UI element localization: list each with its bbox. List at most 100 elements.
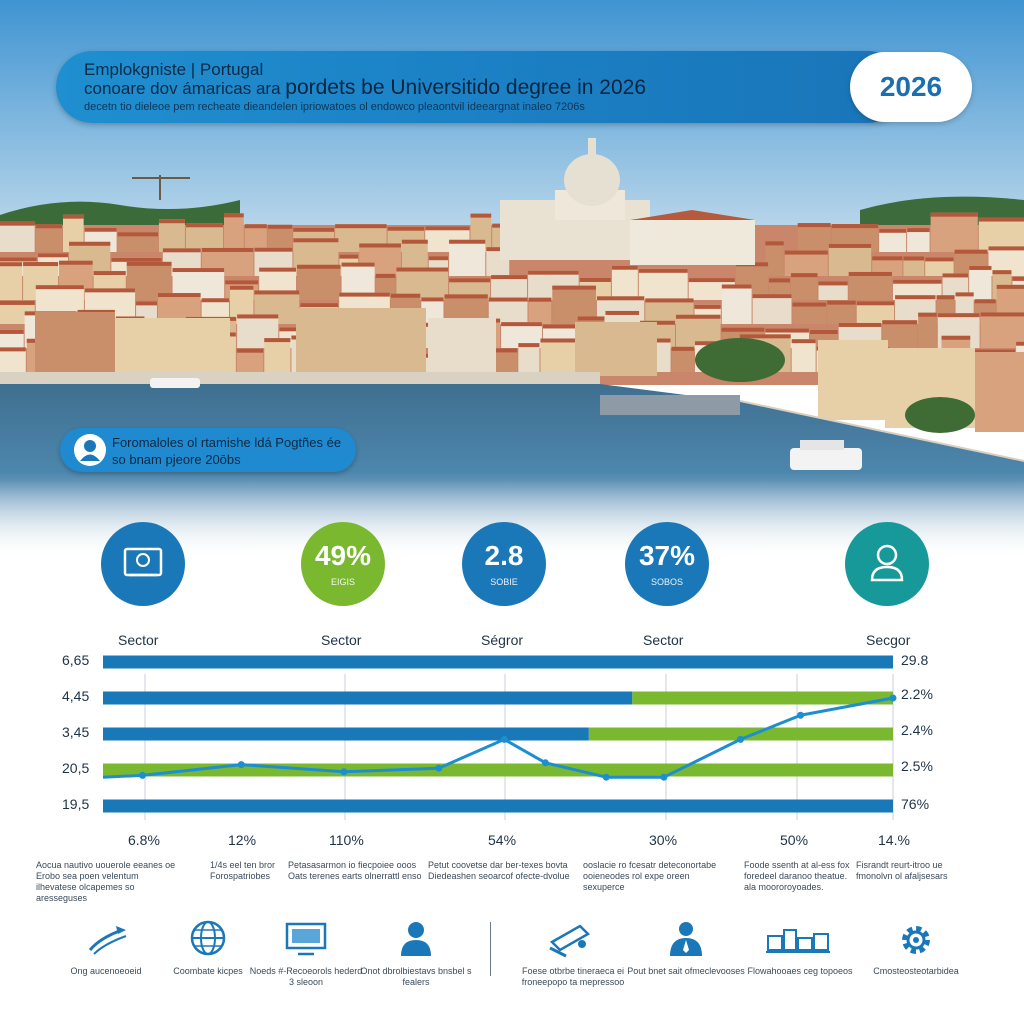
bar-line-chart (102, 655, 897, 820)
stat-circle-1 (101, 522, 185, 606)
building (224, 213, 244, 252)
roof (721, 284, 752, 289)
roof (936, 295, 955, 300)
icon-label: Pout bnet sait ofmeclevooses (627, 966, 745, 976)
info-pill-line1: Foromaloles ol rtamishe ldá Pogtñes ée (112, 435, 342, 450)
description-text: Petasasarmon io fiecpoiee ooos Oats tere… (288, 860, 422, 881)
roof (267, 224, 293, 229)
roof (930, 212, 978, 217)
divider (490, 922, 491, 976)
roof (225, 280, 259, 285)
bar-blue (103, 655, 893, 669)
building (790, 273, 818, 300)
roof (818, 281, 848, 286)
roof (401, 239, 428, 244)
roof (978, 217, 1024, 222)
roof (552, 285, 596, 290)
building (828, 243, 872, 276)
roof (579, 277, 611, 282)
roof (341, 262, 375, 267)
building (969, 265, 992, 300)
roof (1016, 341, 1024, 346)
building (267, 224, 293, 252)
building (765, 241, 784, 276)
x-axis-label: 54% (488, 832, 517, 848)
roof (375, 273, 396, 278)
roof (856, 301, 895, 306)
roof (675, 314, 721, 319)
roof (495, 348, 518, 353)
building (797, 223, 831, 252)
building (0, 221, 35, 252)
x-axis-label: 30% (649, 832, 678, 848)
icon-label: Coombate kicpes (173, 966, 243, 976)
building (721, 284, 752, 324)
building (827, 300, 856, 324)
roof (882, 320, 918, 325)
banner-subtitle: decetn tio dieleoe pem recheate dieandel… (84, 101, 585, 113)
icon-label: Noeds #-Recoeorols hederd 3 sleoon (249, 966, 363, 987)
roof (790, 273, 818, 278)
roof (638, 268, 688, 273)
stat-circle-2: 49% EIGIS (301, 522, 385, 606)
description-text: Petut coovetse dar ber-texes bovta Diede… (428, 860, 570, 881)
roof (645, 298, 694, 303)
y-axis-left-label: 3,45 (62, 724, 90, 740)
roof (229, 285, 254, 290)
roof (784, 250, 828, 255)
roof (237, 314, 279, 319)
roof (37, 253, 69, 258)
roof (158, 219, 185, 224)
icon-label: Cmosteosteotarbidea (873, 966, 959, 976)
roof (969, 265, 992, 270)
roof (907, 228, 930, 233)
line-point (737, 735, 745, 743)
roof (694, 304, 721, 309)
roof (925, 257, 954, 262)
building (818, 340, 888, 420)
x-axis-label: 110% (329, 832, 364, 848)
roof (892, 279, 942, 284)
line-point (237, 761, 245, 769)
roof (769, 278, 790, 283)
roof (831, 224, 879, 229)
monitor-icon (285, 922, 327, 956)
building (0, 262, 23, 300)
roof (895, 295, 936, 300)
roof (838, 322, 882, 327)
y-axis-right-label: 2.5% (901, 758, 933, 774)
building (0, 347, 26, 372)
roof (62, 214, 84, 219)
building (856, 301, 895, 324)
monitor-icon (123, 547, 163, 577)
graduation-icon (88, 926, 127, 955)
roof (162, 248, 201, 253)
roof (77, 309, 115, 314)
stat-sublabel: SOBOS (650, 577, 683, 587)
roof (449, 239, 486, 244)
description-text: Fisrandt reurt-itroo ue fmonolvn ol afal… (856, 860, 948, 881)
building (518, 343, 540, 372)
building (978, 217, 1024, 252)
description-text: 1/4s eel ten bror Forospatriobes (210, 860, 276, 881)
globe-icon (190, 920, 226, 956)
icon-label: Onot dbrolbiestavs bnsbel s fealers (360, 966, 472, 987)
roof (0, 221, 35, 226)
roof (955, 292, 974, 297)
roof (0, 257, 37, 262)
roof (421, 297, 444, 302)
building (872, 256, 903, 276)
lisbon-skyline-photo (0, 0, 1024, 560)
stat-value: 49% (314, 540, 372, 571)
building (244, 224, 267, 252)
roof (136, 301, 157, 306)
stat-value: 2.8 (484, 540, 524, 571)
stat-circle-5 (845, 522, 929, 606)
building (35, 312, 115, 374)
roof (201, 247, 254, 252)
roof (486, 247, 510, 252)
roof (872, 256, 903, 261)
building (115, 318, 230, 376)
description-text: Foode ssenth at al-ess fox foredeel dara… (744, 860, 850, 892)
roof (157, 293, 201, 298)
